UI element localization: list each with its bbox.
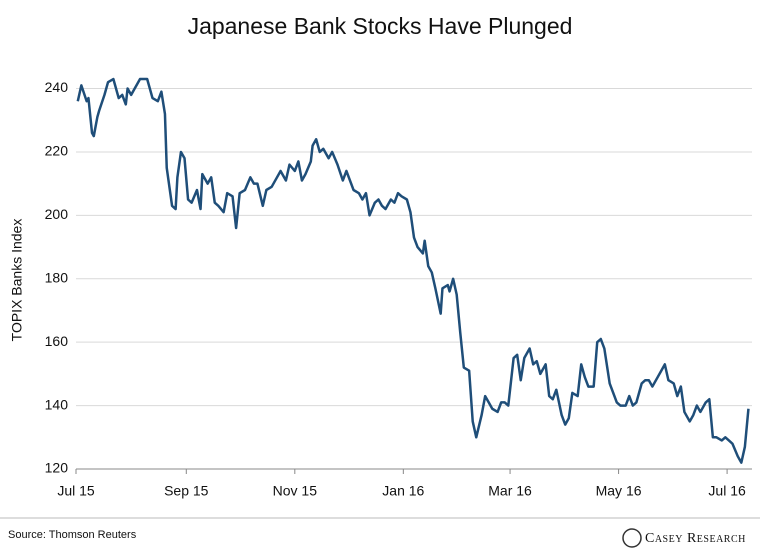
- x-tick-label: Mar 16: [488, 483, 532, 499]
- brand-icon: [622, 528, 642, 548]
- x-tick-label: Jul 16: [708, 483, 746, 499]
- y-tick-label: 240: [45, 79, 69, 95]
- y-tick-label: 200: [45, 206, 69, 222]
- x-tick-label: Jan 16: [382, 483, 424, 499]
- y-tick-label: 120: [45, 460, 69, 476]
- x-tick-label: May 16: [596, 483, 642, 499]
- chart-title: Japanese Bank Stocks Have Plunged: [188, 13, 573, 39]
- x-tick-label: Sep 15: [164, 483, 209, 499]
- x-tick-label: Nov 15: [273, 483, 318, 499]
- y-tick-label: 140: [45, 396, 69, 412]
- y-tick-label: 160: [45, 333, 69, 349]
- source-note: Source: Thomson Reuters: [8, 529, 137, 541]
- y-tick-label: 220: [45, 143, 69, 159]
- y-axis-label: TOPIX Banks Index: [9, 219, 25, 342]
- data-line: [76, 77, 750, 464]
- y-tick-label: 180: [45, 269, 69, 285]
- brand-logo: Casey Research: [645, 531, 746, 546]
- x-tick-label: Jul 15: [57, 483, 95, 499]
